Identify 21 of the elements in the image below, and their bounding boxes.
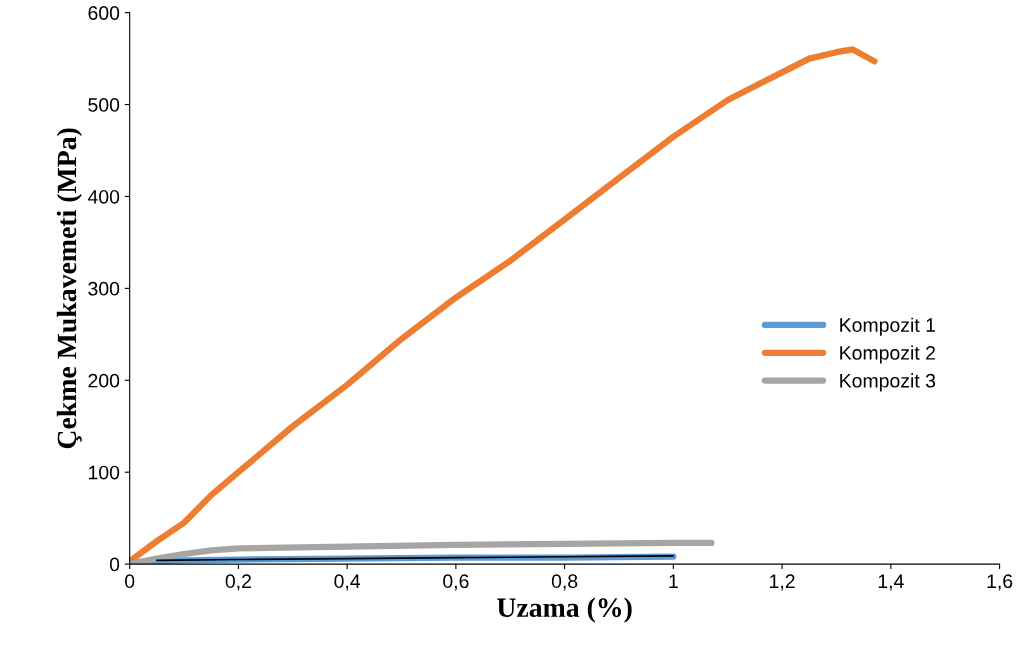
y-tick-label: 300 — [88, 281, 120, 296]
legend-label: Kompozit 3 — [840, 373, 936, 392]
y-tick-label: 600 — [88, 6, 120, 20]
x-tick-label: 0,6 — [443, 574, 469, 591]
y-tick-label: 200 — [88, 373, 120, 388]
x-tick-label: 0,8 — [551, 574, 578, 591]
x-axis-title: Uzama (%) — [497, 597, 632, 623]
y-tick-label: 400 — [87, 189, 120, 204]
legend-label: Kompozit 2 — [840, 345, 935, 364]
y-axis-title: Çekme Mukavemeti (MPa) — [56, 128, 82, 449]
legend-label: Kompozit 1 — [840, 317, 935, 336]
x-tick-label: 0,4 — [334, 574, 361, 591]
y-tick-label: 100 — [88, 465, 120, 480]
x-tick-label: 1 — [669, 574, 678, 588]
x-tick-label: 1,6 — [987, 574, 1013, 591]
y-tick-label: 0 — [109, 557, 120, 572]
x-tick-label: 1,2 — [770, 574, 795, 591]
x-tick-label: 0 — [125, 574, 135, 589]
y-tick-label: 500 — [88, 98, 120, 112]
x-tick-label: 1,4 — [878, 574, 904, 591]
x-tick-label: 0,2 — [225, 574, 251, 591]
